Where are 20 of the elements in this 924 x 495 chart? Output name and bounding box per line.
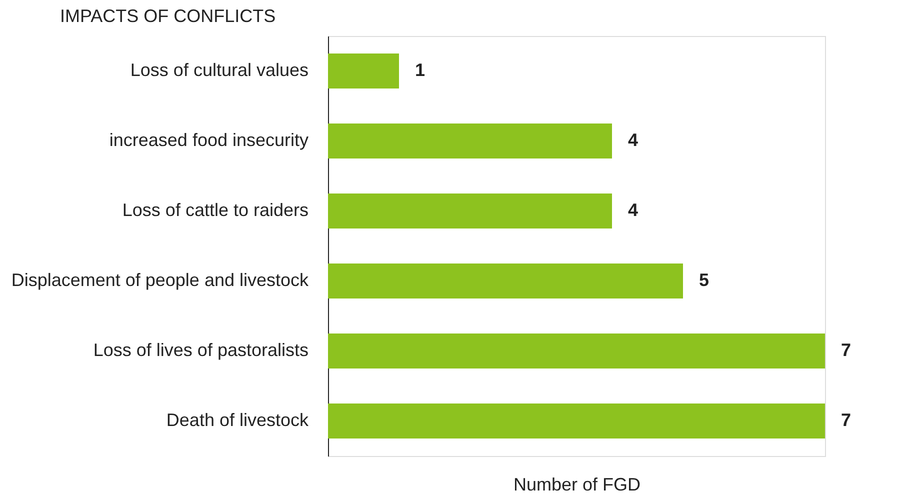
data-label: 4 [628, 130, 638, 150]
bar [328, 404, 825, 438]
y-tick-label: Loss of cultural values [130, 60, 308, 80]
data-label: 5 [699, 270, 710, 290]
y-tick-label: Loss of cattle to raiders [122, 200, 308, 220]
y-tick-label: Displacement of people and livestock [11, 270, 310, 290]
data-label: 7 [841, 340, 852, 360]
y-tick-label: increased food insecurity [109, 130, 308, 150]
bar [328, 264, 683, 298]
bar [328, 334, 825, 368]
data-label: 7 [841, 410, 852, 430]
text: IMPACTS OF CONFLICTS [60, 6, 276, 26]
x-axis-title: Number of FGD [513, 474, 641, 494]
bar [328, 124, 612, 158]
bar [328, 54, 399, 88]
data-label: 4 [628, 200, 638, 220]
y-tick-label: Death of livestock [166, 410, 310, 430]
y-tick-label: Loss of lives of pastoralists [93, 340, 308, 360]
data-label: 1 [415, 60, 426, 80]
bar [328, 194, 612, 228]
